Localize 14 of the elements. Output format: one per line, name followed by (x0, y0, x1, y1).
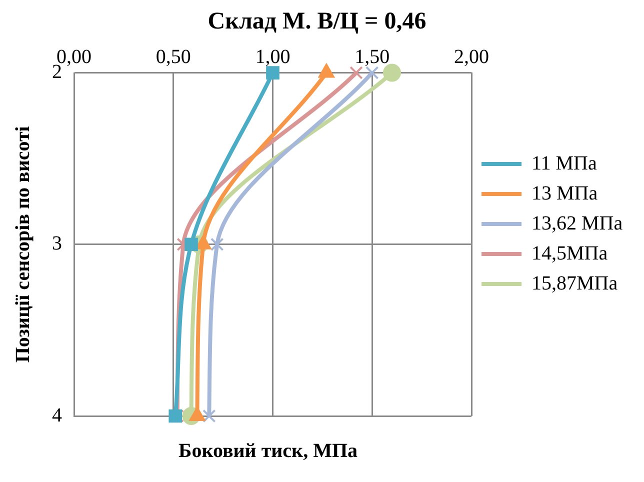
y-tick-label: 4 (52, 404, 62, 426)
y-axis-title: Позиції сенсорів по висоті (12, 126, 34, 363)
legend-label: 13,62 МПа (532, 212, 623, 234)
x-tick-label: 0,50 (156, 46, 191, 68)
x-tick-label: 2,00 (454, 46, 489, 68)
x-tick-label: 1,00 (255, 46, 290, 68)
chart-title: Склад М. В/Ц = 0,46 (208, 8, 426, 35)
legend-label: 14,5МПа (532, 242, 608, 264)
legend-label: 15,87МПа (532, 272, 618, 294)
legend-label: 11 МПа (532, 152, 597, 174)
x-tick-label: 1,50 (354, 46, 390, 68)
legend-label: 13 МПа (532, 182, 598, 204)
y-tick-label: 3 (52, 232, 62, 255)
x-axis-title: Боковий тиск, МПа (177, 440, 358, 463)
